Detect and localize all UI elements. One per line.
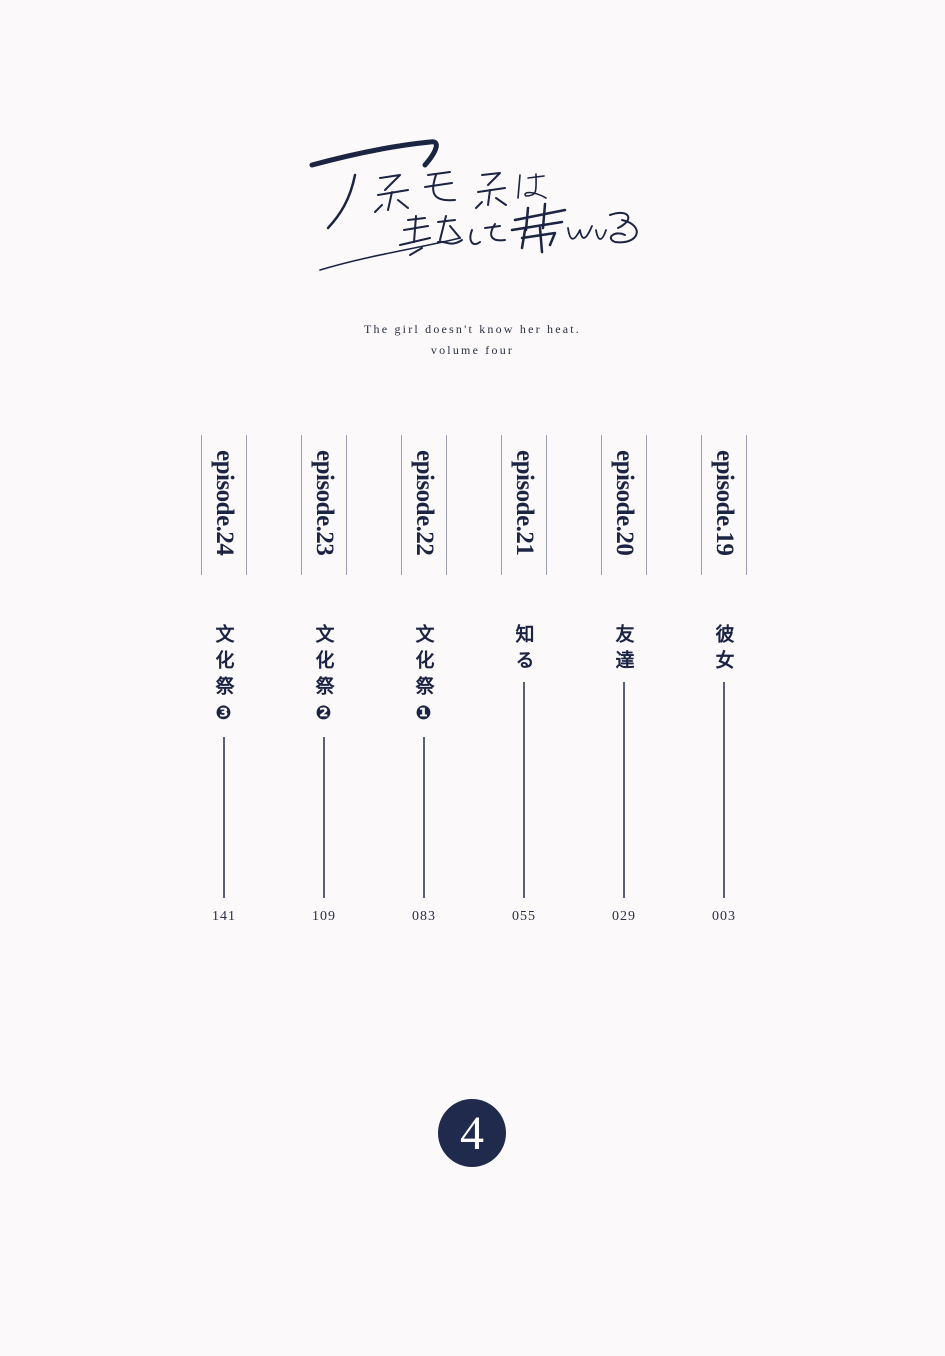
chapter-title-24: 文化祭❸: [204, 624, 244, 898]
volume-text: volume four: [430, 343, 515, 357]
chapter-title-19: 彼女: [704, 624, 744, 898]
episode-label-19: episode.19: [701, 435, 747, 575]
page-number-24: 141: [212, 909, 236, 924]
divider-line: [323, 737, 325, 898]
page-number-21: 055: [512, 909, 536, 924]
divider-line: [423, 737, 425, 898]
chapter-title-20: 友達: [604, 624, 644, 898]
episode-label-21: episode.21: [501, 435, 547, 575]
page-number-19: 003: [712, 909, 736, 924]
page-number-23: 109: [312, 909, 336, 924]
page-number-20: 029: [612, 909, 636, 924]
episode-label-20: episode.20: [601, 435, 647, 575]
chapter-title-23: 文化祭❷: [304, 624, 344, 898]
chapter-title-21: 知る: [504, 624, 544, 898]
page-number-22: 083: [412, 909, 436, 924]
subtitle: The girl doesn't know her heat.: [364, 322, 581, 336]
divider-line: [723, 682, 725, 898]
title-logo: [309, 139, 638, 271]
volume-number-badge: 4: [438, 1099, 506, 1167]
episode-label-23: episode.23: [301, 435, 347, 575]
episode-label-22: episode.22: [401, 435, 447, 575]
chapter-title-22: 文化祭❶: [404, 624, 444, 898]
episode-label-24: episode.24: [201, 435, 247, 575]
divider-line: [523, 682, 525, 898]
divider-line: [623, 682, 625, 898]
divider-line: [223, 737, 225, 898]
